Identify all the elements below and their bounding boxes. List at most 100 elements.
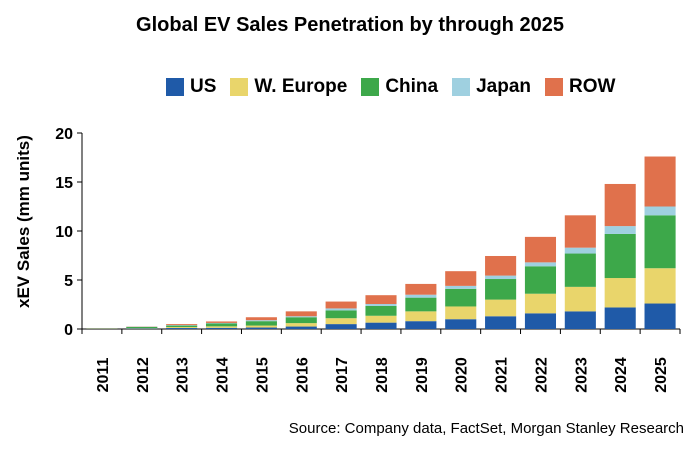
bar-w-europe-2022 (524, 293, 557, 314)
bar-w-europe-2014 (205, 326, 238, 328)
bar-china-2022 (524, 266, 557, 294)
bar-us-2024 (604, 307, 636, 329)
bar-w-europe-2018 (365, 315, 397, 323)
bar-us-2025 (644, 303, 676, 329)
bar-w-europe-2013 (166, 327, 198, 329)
bar-china-2014 (205, 323, 238, 327)
bar-china-2018 (365, 305, 397, 316)
bar-us-2015 (245, 327, 277, 329)
bar-w-europe-2023 (564, 286, 596, 312)
legend-item-row: ROW (545, 76, 615, 98)
bar-row-2022 (524, 236, 557, 263)
source-note: Source: Company data, FactSet, Morgan St… (288, 420, 684, 437)
bar-china-2023 (564, 253, 596, 287)
bar-us-2016 (285, 326, 317, 329)
bar-w-europe-2017 (325, 318, 357, 325)
x-tick-label: 2016 (294, 357, 311, 393)
legend-item-japan: Japan (452, 76, 531, 98)
y-tick-label: 0 (64, 322, 73, 339)
x-tick-label: 2021 (494, 357, 511, 393)
bar-w-europe-2024 (604, 278, 636, 308)
bar-w-europe-2020 (445, 306, 477, 320)
y-tick-label: 5 (64, 273, 73, 290)
x-tick-label: 2024 (613, 357, 630, 393)
x-tick-label: 2018 (374, 357, 391, 393)
bar-row-2021 (485, 255, 517, 276)
bar-us-2017 (325, 324, 357, 329)
x-tick-label: 2012 (135, 357, 152, 393)
bar-row-2024 (604, 183, 636, 227)
x-tick-label: 2019 (414, 357, 431, 393)
bar-china-2025 (644, 215, 676, 269)
bar-japan-2018 (365, 304, 397, 306)
legend-swatch (361, 78, 380, 96)
legend: US W. Europe China Japan ROW (166, 76, 629, 98)
x-tick-label: 2020 (454, 357, 471, 393)
legend-swatch (452, 78, 471, 96)
bar-china-2012 (126, 326, 158, 329)
chart-title: Global EV Sales Penetration by through 2… (136, 14, 564, 36)
bar-w-europe-2019 (405, 311, 437, 322)
bar-china-2015 (245, 321, 277, 326)
bar-w-europe-2015 (245, 325, 277, 328)
y-tick-label: 15 (55, 175, 73, 192)
legend-item-w-europe: W. Europe (230, 76, 347, 98)
bar-row-2017 (325, 301, 357, 309)
legend-item-china: China (361, 76, 438, 98)
bar-w-europe-2016 (285, 323, 317, 327)
y-tick-label: 10 (55, 224, 73, 241)
bar-us-2021 (485, 316, 517, 329)
bar-row-2016 (285, 311, 317, 317)
bar-row-2013 (166, 324, 198, 326)
legend-swatch (166, 78, 184, 96)
x-tick-label: 2011 (95, 358, 112, 393)
bar-row-2014 (205, 321, 238, 323)
x-tick-label: 2023 (573, 357, 590, 393)
bar-china-2016 (285, 317, 317, 324)
x-tick-label: 2015 (254, 357, 271, 393)
bar-row-2018 (365, 295, 397, 305)
bar-japan-2024 (604, 226, 636, 234)
legend-label: Japan (476, 76, 532, 97)
bar-china-2013 (166, 325, 198, 328)
bar-us-2018 (365, 322, 397, 329)
bar-row-2025 (644, 156, 676, 207)
bar-japan-2016 (285, 316, 317, 318)
bar-w-europe-2025 (644, 268, 676, 304)
bar-us-2013 (166, 328, 198, 329)
bar-japan-2019 (405, 294, 437, 298)
x-tick-label: 2025 (653, 357, 670, 393)
bar-japan-2023 (564, 247, 596, 254)
bar-us-2019 (405, 321, 437, 329)
bar-japan-2021 (485, 275, 517, 280)
bar-china-2021 (485, 279, 517, 300)
bar-japan-2017 (325, 308, 357, 311)
bar-row-2020 (445, 271, 477, 286)
legend-label: China (385, 76, 439, 97)
legend-swatch (230, 78, 249, 96)
bar-japan-2015 (245, 320, 277, 322)
legend-item-us: US (166, 76, 216, 98)
bar-japan-2025 (644, 206, 676, 216)
bar-us-2020 (445, 319, 477, 329)
bar-china-2019 (405, 297, 437, 312)
bar-row-2019 (405, 283, 437, 295)
legend-label: US (190, 76, 217, 97)
legend-label: ROW (569, 76, 616, 97)
bar-row-2023 (564, 215, 596, 248)
bar-japan-2020 (445, 285, 477, 289)
y-tick-label: 20 (55, 126, 73, 143)
bar-row-2015 (245, 317, 277, 321)
x-tick-label: 2013 (175, 357, 192, 393)
legend-swatch (545, 78, 564, 96)
bar-japan-2022 (524, 262, 557, 267)
bar-w-europe-2021 (485, 299, 517, 317)
legend-label: W. Europe (254, 76, 348, 97)
bar-china-2017 (325, 310, 357, 319)
x-tick-label: 2022 (533, 357, 550, 393)
bar-china-2024 (604, 233, 636, 279)
bar-us-2023 (564, 311, 596, 329)
x-tick-label: 2017 (334, 357, 351, 393)
bar-us-2014 (205, 327, 238, 329)
